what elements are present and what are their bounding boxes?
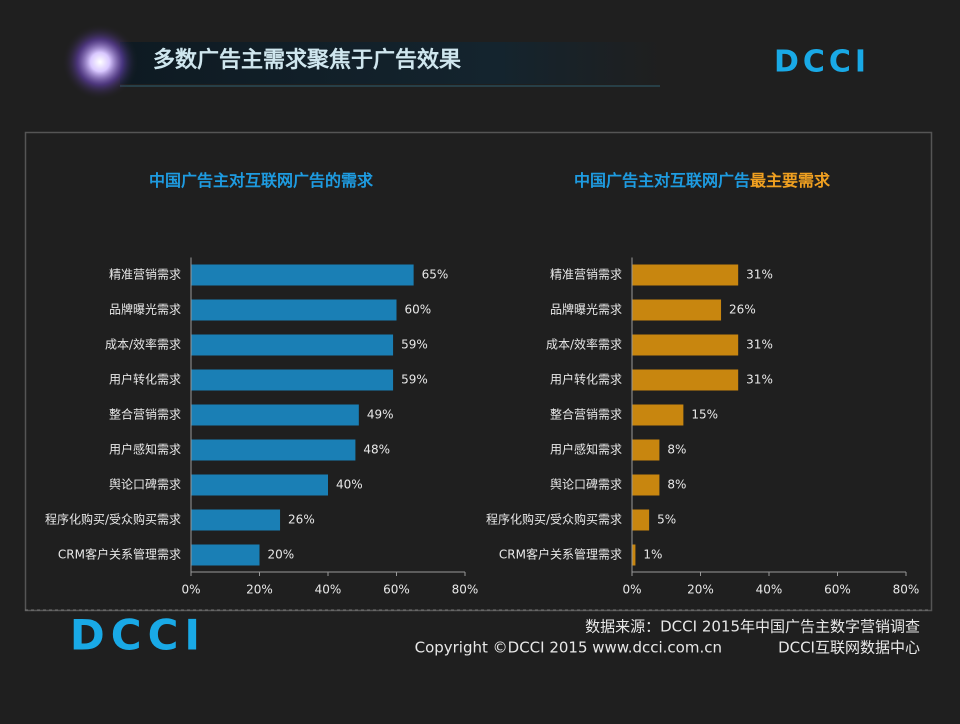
footer-org: DCCI互联网数据中心: [778, 639, 920, 657]
footer-copyright: Copyright ©DCCI 2015 www.dcci.com.cn: [415, 639, 722, 657]
y-tick-label: 成本/效率需求: [546, 337, 622, 352]
bar: [632, 509, 650, 531]
y-tick-label: 用户感知需求: [109, 442, 181, 457]
bar: [191, 264, 414, 286]
value-label: 15%: [691, 408, 718, 422]
value-label: 59%: [401, 338, 428, 352]
value-label: 26%: [288, 513, 315, 527]
chart-title-part: 最主要需求: [750, 171, 831, 190]
bar: [191, 369, 394, 391]
y-tick-label: 程序化购买/受众购买需求: [45, 512, 181, 527]
bar: [191, 544, 260, 566]
y-tick-label: CRM客户关系管理需求: [499, 547, 622, 562]
chart-title: 中国广告主对互联网广告的需求: [149, 171, 374, 190]
y-tick-label: 品牌曝光需求: [109, 303, 181, 317]
value-label: 31%: [746, 373, 773, 387]
value-label: 31%: [746, 338, 773, 352]
footer-source: 数据来源：DCCI 2015年中国广告主数字营销调查: [585, 618, 920, 636]
bar: [191, 474, 328, 496]
bar: [632, 474, 660, 496]
y-tick-label: 用户转化需求: [109, 372, 181, 387]
x-tick-label: 60%: [383, 583, 410, 597]
value-label: 65%: [422, 268, 449, 282]
y-tick-label: 程序化购买/受众购买需求: [486, 512, 622, 527]
bar: [632, 544, 636, 566]
chart-title-part: 中国广告主对互联网广告的需求: [149, 171, 374, 190]
value-label: 40%: [336, 478, 363, 492]
bar: [191, 439, 356, 461]
y-tick-label: 舆论口碑需求: [550, 477, 622, 492]
value-label: 1%: [643, 548, 662, 562]
value-label: 60%: [405, 303, 432, 317]
chart-title: 中国广告主对互联网广告最主要需求: [574, 171, 831, 190]
footer-logo: DCCI: [70, 611, 206, 660]
chart-title-part: 中国广告主对互联网广告: [574, 171, 750, 190]
y-tick-label: 精准营销需求: [109, 268, 181, 282]
header-glow: [62, 24, 138, 100]
y-tick-label: 整合营销需求: [109, 407, 181, 422]
value-label: 20%: [268, 548, 295, 562]
value-label: 59%: [401, 373, 428, 387]
x-tick-label: 20%: [246, 583, 273, 597]
x-tick-label: 80%: [452, 583, 479, 597]
bar: [191, 334, 394, 356]
header-title: 多数广告主需求聚焦于广告效果: [153, 47, 461, 73]
x-tick-label: 40%: [315, 583, 342, 597]
header-logo: DCCI: [774, 45, 870, 80]
x-tick-label: 40%: [756, 583, 783, 597]
value-label: 48%: [363, 443, 390, 457]
bar: [632, 404, 684, 426]
y-tick-label: 精准营销需求: [550, 268, 622, 282]
value-label: 49%: [367, 408, 394, 422]
header-band: [120, 42, 660, 84]
value-label: 8%: [667, 478, 686, 492]
bar: [191, 509, 281, 531]
y-tick-label: 成本/效率需求: [105, 337, 181, 352]
y-tick-label: 品牌曝光需求: [550, 303, 622, 317]
x-tick-label: 0%: [622, 583, 641, 597]
bar: [632, 334, 739, 356]
value-label: 5%: [657, 513, 676, 527]
bar: [191, 404, 359, 426]
value-label: 26%: [729, 303, 756, 317]
y-tick-label: 用户感知需求: [550, 442, 622, 457]
bar: [632, 439, 660, 461]
y-tick-label: 整合营销需求: [550, 407, 622, 422]
y-tick-label: 用户转化需求: [550, 372, 622, 387]
x-tick-label: 80%: [893, 583, 920, 597]
panel-border: [24, 131, 933, 612]
bar: [632, 299, 722, 321]
x-tick-label: 60%: [824, 583, 851, 597]
x-tick-label: 20%: [687, 583, 714, 597]
bar: [632, 264, 739, 286]
value-label: 8%: [667, 443, 686, 457]
y-tick-label: CRM客户关系管理需求: [58, 547, 181, 562]
bar: [191, 299, 397, 321]
bar: [632, 369, 739, 391]
y-tick-label: 舆论口碑需求: [109, 477, 181, 492]
value-label: 31%: [746, 268, 773, 282]
x-tick-label: 0%: [181, 583, 200, 597]
